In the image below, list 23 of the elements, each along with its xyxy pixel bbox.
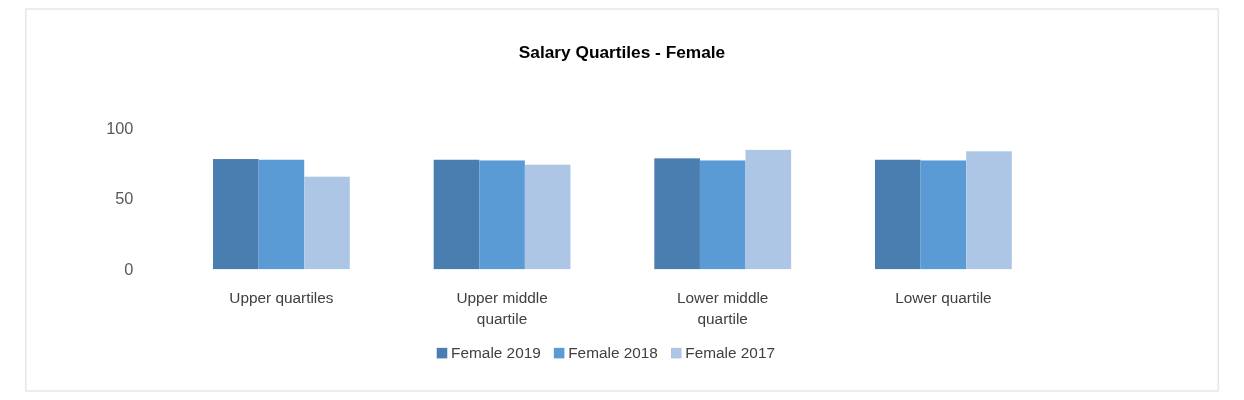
x-tick-label: Lower quartile [895,288,992,306]
bar [874,159,921,270]
bar [479,160,525,270]
bar [304,176,350,270]
y-tick-label: 50 [115,189,134,208]
x-tick-label: Lower middle quartile [677,288,769,327]
bar [654,158,700,270]
bar [213,159,259,270]
legend-label: Female 2018 [568,344,658,362]
bar [699,160,746,270]
chart-title: Salary Quartiles - Female [518,41,726,62]
bar [433,159,480,270]
x-tick-label: Upper middle quartile [456,288,548,327]
legend-label: Female 2019 [451,344,541,362]
y-tick-label: 100 [106,118,134,137]
x-tick-label: Upper quartiles [229,288,334,306]
bar [524,164,571,270]
bar [920,160,967,270]
bar [258,159,305,270]
legend-label: Female 2017 [685,344,776,362]
y-tick-label: 0 [124,259,134,278]
bar [745,149,792,270]
bar [966,151,1012,270]
